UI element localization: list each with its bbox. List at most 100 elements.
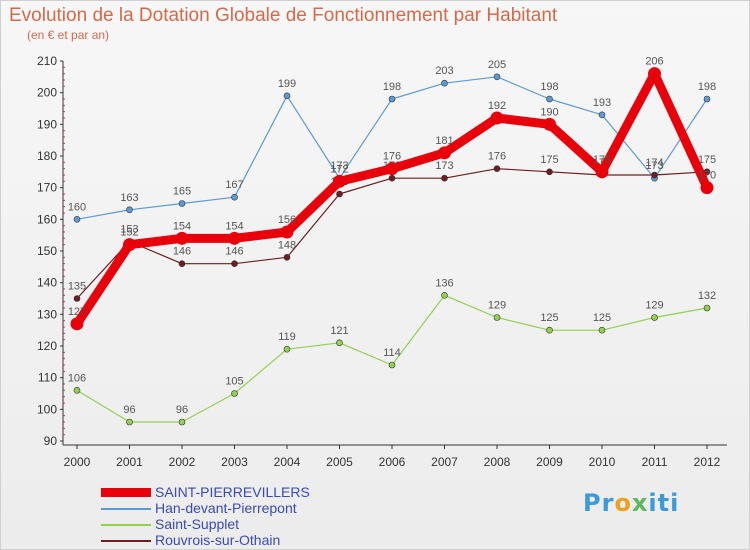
y-minor-tick [63, 136, 65, 138]
y-minor-tick [63, 237, 65, 239]
y-minor-tick [63, 149, 65, 151]
data-label: 154 [225, 220, 243, 232]
y-minor-tick [63, 199, 65, 201]
y-minor-tick [63, 269, 65, 271]
data-point [438, 146, 451, 160]
x-tick-label: 2009 [536, 455, 563, 469]
data-label: 160 [68, 201, 86, 213]
y-tick-label: 180 [37, 149, 57, 163]
data-point [336, 339, 343, 347]
y-minor-tick [63, 231, 65, 233]
data-label: 105 [225, 376, 243, 388]
legend-label: Han-devant-Pierrepont [155, 500, 297, 516]
data-label: 129 [488, 300, 506, 312]
data-label: 181 [435, 135, 453, 147]
data-label: 176 [383, 151, 401, 163]
y-minor-tick [63, 332, 65, 334]
x-tick-label: 2000 [64, 455, 91, 469]
x-tick-label: 2001 [116, 455, 143, 469]
y-minor-tick [63, 294, 65, 296]
y-minor-tick [63, 339, 65, 341]
data-point [175, 231, 189, 245]
data-point [388, 174, 396, 182]
y-minor-tick [63, 288, 65, 290]
legend-swatch [101, 488, 151, 497]
x-tick-label: 2006 [379, 455, 406, 469]
data-point [388, 361, 396, 369]
y-minor-tick [63, 389, 65, 391]
y-tick-label: 140 [37, 276, 57, 290]
y-minor-tick [63, 402, 65, 404]
data-label: 148 [278, 239, 296, 251]
x-tick-label: 2012 [694, 455, 721, 469]
y-minor-tick [63, 301, 65, 303]
data-label: 132 [698, 290, 716, 302]
data-label: 174 [645, 157, 663, 169]
legend-label: Rouvrois-sur-Othain [155, 532, 281, 548]
data-label: 203 [435, 65, 453, 77]
data-point [598, 111, 606, 119]
y-minor-tick [63, 73, 65, 75]
y-minor-tick [63, 104, 65, 106]
data-point [231, 390, 238, 397]
data-point [441, 174, 448, 182]
data-point [493, 73, 501, 81]
y-minor-tick [63, 263, 65, 265]
data-label: 154 [173, 220, 191, 232]
legend-swatch [101, 539, 151, 542]
y-minor-tick [63, 98, 65, 100]
data-label: 152 [120, 227, 138, 239]
y-minor-tick [63, 434, 65, 436]
data-point [73, 216, 81, 223]
data-point [493, 314, 501, 321]
y-tick-label: 160 [37, 212, 57, 226]
y-tick-label: 150 [37, 244, 57, 258]
y-minor-tick [63, 85, 65, 87]
data-point [70, 317, 84, 331]
y-minor-tick [63, 212, 65, 214]
y-tick-label: 110 [38, 371, 57, 385]
data-label: 173 [435, 160, 453, 172]
data-label: 127 [68, 306, 86, 318]
data-label: 172 [330, 163, 348, 175]
y-minor-tick [63, 117, 65, 119]
data-label: 199 [278, 78, 296, 90]
y-minor-tick [63, 168, 65, 170]
data-label: 198 [383, 81, 401, 93]
y-minor-tick [63, 66, 65, 68]
y-minor-tick [63, 396, 65, 398]
data-label: 176 [488, 151, 506, 163]
y-minor-tick [63, 383, 65, 385]
data-point [283, 92, 291, 100]
data-point [651, 171, 658, 179]
data-label: 167 [225, 179, 243, 191]
data-label: 175 [698, 154, 716, 166]
proxiti-logo: Proxiti [583, 489, 680, 517]
y-minor-tick [63, 351, 65, 353]
y-tick-label: 130 [37, 307, 57, 321]
x-tick-label: 2003 [221, 455, 248, 469]
data-label: 129 [645, 300, 663, 312]
data-label: 119 [278, 331, 296, 343]
y-minor-tick [63, 370, 65, 372]
data-point [336, 190, 343, 198]
data-point [595, 165, 609, 179]
y-minor-tick [63, 161, 65, 163]
y-minor-tick [63, 326, 65, 328]
y-minor-tick [63, 244, 65, 246]
legend-label: SAINT-PIERREVILLERS [155, 484, 310, 500]
data-label: 96 [176, 404, 188, 416]
data-label: 170 [698, 170, 716, 182]
data-point [703, 95, 711, 103]
y-minor-tick [63, 256, 65, 258]
data-point [490, 111, 504, 125]
y-minor-tick [63, 193, 65, 195]
y-minor-tick [63, 174, 65, 176]
y-minor-tick [63, 111, 65, 113]
series-line [76, 168, 708, 300]
y-minor-tick [63, 307, 65, 309]
data-label: 165 [173, 186, 191, 198]
data-point [546, 95, 553, 103]
